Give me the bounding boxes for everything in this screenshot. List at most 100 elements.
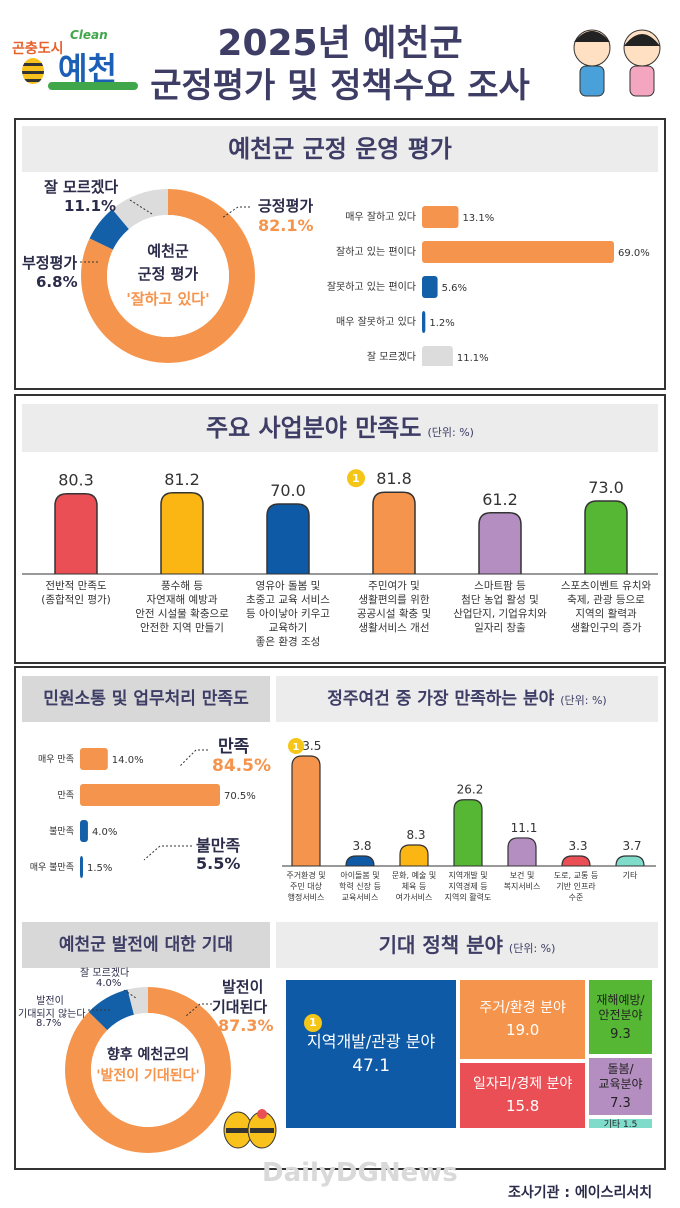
civil-band-title: 민원소통 및 업무처리 만족도	[22, 676, 270, 722]
sector-caption-1-0: 풍수해 등	[161, 580, 203, 592]
gov-slice-2	[81, 189, 255, 363]
gov-hbar-label-4: 잘 모르겠다	[367, 351, 416, 363]
sector-bar-2	[266, 503, 310, 574]
sector-unit: (단위: %)	[427, 426, 474, 439]
residence-band-text: 정주여건 중 가장 만족하는 분야	[327, 689, 555, 709]
treemap-label-2-0: 일자리/경제 분야	[472, 1075, 573, 1092]
residence-cat-3-1: 지역경제 등	[448, 881, 487, 891]
policy-treemap: 지역개발/관광 분야 47.1 1 주거/환경 분야 19.0 일자리/경제 분야 15.8…	[284, 978, 654, 1130]
leader-unknown	[129, 199, 153, 215]
sector-caption-4-1: 첨단 농업 활성 및	[461, 594, 539, 606]
residence-cat-3-2: 지역의 활력도	[445, 892, 492, 902]
gov-hbar-value-2: 5.6%	[442, 283, 467, 294]
sector-band-text: 주요 사업분야 만족도	[206, 414, 422, 442]
leader-sat	[179, 749, 208, 767]
expect-center-l2: '발전이 기대된다'	[96, 1068, 200, 1084]
residence-cat-0-2: 행정서비스	[288, 892, 325, 902]
sector-caption-5-2: 지역의 활력과	[575, 608, 637, 620]
gov-hbar-label-2: 잘못하고 있는 편이다	[327, 280, 416, 293]
treemap-value-0: 47.1	[352, 1056, 391, 1076]
expect-neg-label-1: 발전이	[36, 996, 64, 1007]
expect-neg-label-2: 기대되지 않는다	[18, 1009, 86, 1020]
medal-icon-2	[288, 738, 304, 754]
sector-caption-1-3: 안전한 지역 만들기	[140, 622, 224, 634]
sector-caption-4-2: 산업단지, 기업유치와	[453, 608, 547, 620]
governance-band-title: 예천군 군정 운영 평가	[22, 126, 658, 172]
residence-cat-2-0: 문화, 예술 및	[392, 870, 436, 880]
civil-hbar-label-3: 매우 불만족	[30, 862, 74, 873]
sector-value-1: 81.2	[164, 470, 200, 489]
negative-label: 부정평가	[22, 254, 78, 272]
sector-caption-3-0: 주민여가 및	[368, 580, 420, 592]
residence-bar-4	[507, 837, 537, 866]
expect-band-title: 예천군 발전에 대한 기대	[22, 922, 270, 968]
civil-hbar-bar-1	[80, 784, 220, 806]
gov-hbar-bar-3	[422, 311, 426, 333]
gov-hbar-bar-4	[422, 346, 453, 366]
sector-caption-2-0: 영유아 돌봄 및	[255, 580, 321, 592]
expect-donut	[65, 987, 231, 1153]
treemap-medal-icon: 1	[304, 1014, 322, 1032]
civil-hbar-label-2: 불만족	[49, 826, 74, 837]
sector-caption-3-2: 공공시설 확충 및	[356, 608, 432, 620]
expect-neg-value: 8.7%	[36, 1018, 62, 1029]
expect-leader-lines	[88, 989, 212, 1017]
donut1-leader-lines	[80, 199, 250, 263]
sector-bar-1	[160, 492, 204, 574]
residence-cat-2-1: 체육 등	[402, 881, 427, 891]
civil-hbar-bar-2	[80, 820, 88, 842]
residence-cat-3-0: 지역개발 및	[448, 870, 487, 880]
sector-caption-0-0: 전반적 만족도	[45, 580, 107, 592]
policy-band-text: 기대 정책 분야	[378, 933, 503, 957]
residence-cat-4-0: 보건 및	[510, 870, 535, 880]
expect-unk-value: 4.0%	[96, 978, 122, 989]
civil-hbar-label-1: 만족	[57, 790, 74, 801]
sector-value-5: 73.0	[588, 478, 624, 497]
residence-cat-6-0: 기타	[623, 871, 638, 880]
logo: 곤충도시 Clean 예천	[8, 24, 143, 94]
leader-pos	[185, 1003, 212, 1017]
page-title-line1: 2025년 예천군	[217, 23, 463, 64]
expect-center-l1: 향후 예천군의	[106, 1047, 190, 1063]
donut1-center-l2: 군정 평가	[137, 265, 199, 283]
treemap-label-3-1: 안전분야	[598, 1007, 643, 1022]
residence-cat-4-1: 복지서비스	[504, 882, 541, 891]
residence-cat-0-0: 주거환경 및	[286, 870, 325, 880]
treemap-cell-0: 지역개발/관광 분야 47.1 1	[284, 978, 459, 1130]
unknown-label: 잘 모르겠다	[44, 178, 119, 196]
negative-value: 6.8%	[36, 273, 78, 291]
sector-caption-0-1: (종합적인 평가)	[41, 594, 111, 606]
treemap-cell-1: 주거/환경 분야 19.0	[458, 978, 588, 1061]
sector-value-3: 81.8	[376, 469, 412, 488]
expect-pos-label-1: 발전이	[222, 978, 264, 996]
civil-leader-lines	[143, 749, 208, 861]
governance-hbar-chart: 매우 잘하고 있다 13.1% 잘하고 있는 편이다 69.0% 잘못하고 있는 편이다…	[327, 206, 650, 366]
treemap-cell-4: 돌봄/교육분야 7.3	[587, 1056, 654, 1118]
residence-cat-0-1: 주민 대상	[290, 881, 323, 891]
medal-icon	[347, 469, 365, 488]
civil-sat-label: 만족	[218, 737, 250, 757]
bee-mascots-icon	[223, 1109, 277, 1149]
sector-caption-3-1: 생활편의를 위한	[358, 594, 430, 606]
green-swoosh	[48, 82, 138, 90]
sector-bar-3	[372, 491, 416, 574]
treemap-label-4-0: 돌봄/	[607, 1062, 634, 1077]
sector-band-title: 주요 사업분야 만족도 (단위: %)	[22, 404, 658, 452]
governance-donut-slices	[81, 189, 255, 363]
residence-cat-1-1: 학력 신장 등	[339, 881, 381, 891]
gov-hbar-bar-1	[422, 241, 614, 263]
sector-caption-5-3: 생활인구의 증가	[570, 622, 642, 634]
civil-sat-value: 84.5%	[212, 756, 271, 776]
sector-caption-4-0: 스마트팜 등	[474, 580, 526, 592]
residence-value-4: 11.1	[511, 821, 538, 835]
sector-caption-1-1: 자연재해 예방과	[146, 594, 218, 606]
sector-caption-2-3: 교육하기	[268, 622, 308, 634]
gov-hbar-value-0: 13.1%	[462, 213, 494, 224]
residence-value-1: 3.8	[352, 839, 371, 853]
gov-hbar-label-1: 잘하고 있는 편이다	[336, 245, 416, 258]
policy-unit: (단위: %)	[508, 942, 556, 955]
residence-bar-0	[291, 755, 321, 866]
leader-unsat	[143, 845, 192, 861]
residence-value-3: 26.2	[457, 783, 484, 797]
expect-unk-label: 잘 모르겠다	[80, 968, 130, 979]
